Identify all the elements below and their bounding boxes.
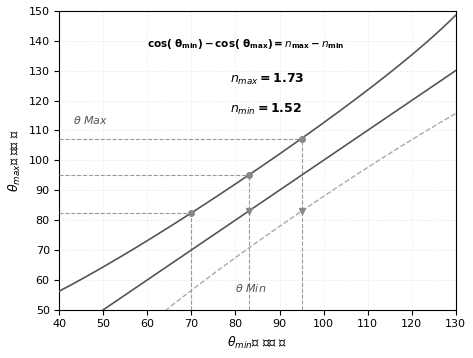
Text: $\theta$ Min: $\theta$ Min	[236, 282, 267, 294]
Text: $\theta$ Max: $\theta$ Max	[73, 115, 108, 126]
X-axis label: $\theta_{min}$（ 角度 ）: $\theta_{min}$（ 角度 ）	[228, 335, 288, 351]
Text: $\mathbf{cos(\ \theta_{min})-cos(\ \theta_{max})=\mathit{n}_{max}-\mathit{n}_{mi: $\mathbf{cos(\ \theta_{min})-cos(\ \thet…	[147, 37, 344, 51]
Text: $\mathit{n}_{max}$$\mathbf{=1.73}$: $\mathit{n}_{max}$$\mathbf{=1.73}$	[230, 72, 304, 87]
Text: $\mathit{n}_{min}$$\mathbf{=1.52}$: $\mathit{n}_{min}$$\mathbf{=1.52}$	[230, 102, 302, 117]
Y-axis label: $\theta_{max}$（ 角度 ）: $\theta_{max}$（ 角度 ）	[7, 129, 23, 192]
